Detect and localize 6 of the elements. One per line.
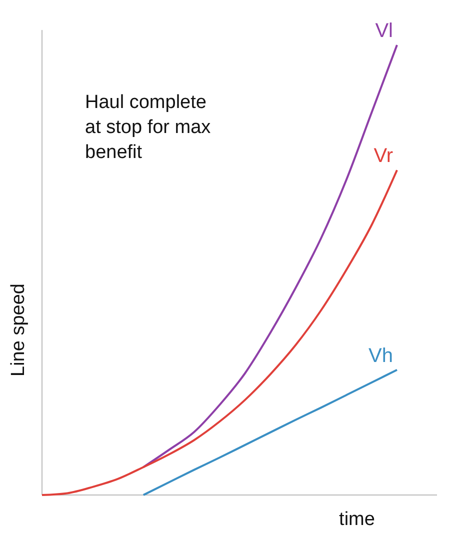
series-label: Vr (374, 145, 394, 168)
y-axis-title: Line speed (8, 284, 29, 376)
x-axis-title: time (339, 509, 375, 530)
series-label: Vl (375, 20, 393, 42)
annotation: Haul complete at stop for max benefit (85, 92, 212, 163)
series-label: Vh (368, 344, 393, 367)
